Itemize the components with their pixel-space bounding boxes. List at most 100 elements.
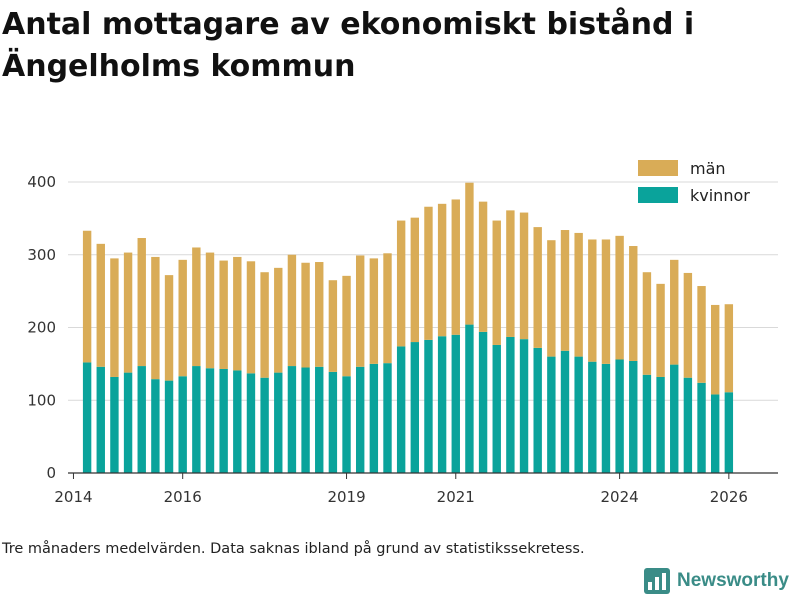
- bar-man-33: [533, 227, 542, 348]
- bar-kvinnor-9: [205, 368, 215, 473]
- legend-swatch-man: [638, 160, 678, 176]
- bar-kvinnor-30: [492, 344, 501, 473]
- bar-man-15: [287, 254, 297, 367]
- bar-kvinnor-26: [437, 336, 447, 473]
- bar-man-9: [205, 252, 215, 369]
- bar-man-17: [315, 262, 324, 367]
- bar-kvinnor-29: [478, 331, 488, 473]
- bar-kvinnor-32: [519, 339, 529, 473]
- y-tick-label-0: 0: [46, 464, 56, 482]
- bar-man-26: [437, 203, 447, 337]
- bar-kvinnor-3: [123, 372, 133, 473]
- bar-kvinnor-8: [192, 366, 201, 473]
- bar-kvinnor-25: [424, 339, 433, 473]
- bar-man-12: [246, 261, 256, 374]
- bar-man-21: [369, 258, 379, 364]
- bar-kvinnor-14: [274, 372, 283, 473]
- bar-man-5: [151, 256, 160, 380]
- bar-kvinnor-31: [506, 336, 515, 473]
- newsworthy-logo-icon: [644, 568, 670, 594]
- bar-kvinnor-4: [137, 366, 146, 473]
- bar-man-3: [123, 252, 133, 373]
- bar-kvinnor-35: [560, 350, 570, 473]
- bar-man-40: [629, 246, 638, 361]
- bar-kvinnor-42: [656, 376, 665, 473]
- bar-man-0: [82, 230, 92, 363]
- bar-man-35: [560, 230, 570, 351]
- bar-kvinnor-21: [369, 363, 379, 473]
- x-tick-label-2019: 2019: [327, 488, 365, 506]
- bar-kvinnor-6: [164, 380, 174, 473]
- bar-man-25: [424, 206, 433, 340]
- chart-title: Antal mottagare av ekonomiskt bistånd i …: [2, 7, 695, 84]
- bar-man-30: [492, 220, 501, 345]
- bar-man-47: [724, 304, 734, 393]
- legend-label-kvinnor: kvinnor: [690, 186, 750, 205]
- bar-kvinnor-36: [574, 356, 583, 473]
- bar-kvinnor-40: [629, 360, 638, 473]
- bar-kvinnor-34: [547, 356, 556, 473]
- bar-man-14: [274, 267, 283, 373]
- bar-man-1: [96, 243, 105, 367]
- bar-man-13: [260, 272, 269, 378]
- bar-kvinnor-10: [219, 368, 228, 473]
- x-tick-label-2021: 2021: [437, 488, 475, 506]
- y-tick-label-100: 100: [27, 391, 56, 409]
- bar-kvinnor-1: [96, 366, 105, 473]
- y-tick-label-300: 300: [27, 246, 56, 264]
- bar-man-32: [519, 212, 529, 340]
- bar-kvinnor-19: [342, 376, 351, 473]
- brand-name: Newsworthy: [677, 570, 789, 591]
- bar-man-16: [301, 262, 310, 368]
- bar-man-37: [588, 239, 597, 362]
- bar-man-36: [574, 232, 583, 357]
- bar-man-2: [110, 258, 119, 377]
- bar-kvinnor-20: [355, 366, 365, 473]
- bar-man-42: [656, 283, 665, 377]
- bar-kvinnor-27: [451, 334, 460, 473]
- bar-kvinnor-37: [588, 361, 597, 473]
- bar-kvinnor-23: [396, 346, 406, 473]
- bar-kvinnor-12: [246, 373, 256, 473]
- bar-kvinnor-18: [328, 371, 338, 473]
- bar-man-7: [178, 259, 187, 377]
- bar-man-24: [410, 217, 420, 343]
- bar-man-28: [465, 182, 474, 325]
- bar-man-29: [478, 201, 488, 332]
- bar-man-39: [615, 235, 624, 360]
- bar-man-18: [328, 280, 338, 372]
- bar-man-38: [601, 239, 611, 364]
- bar-man-34: [547, 240, 556, 357]
- bar-kvinnor-47: [724, 392, 734, 473]
- chart-caption: Tre månaders medelvärden. Data saknas ib…: [2, 541, 585, 557]
- bar-kvinnor-44: [683, 377, 693, 473]
- bar-kvinnor-45: [697, 382, 706, 473]
- bar-man-46: [710, 304, 720, 395]
- bar-man-45: [697, 286, 706, 383]
- bar-kvinnor-11: [233, 370, 242, 473]
- bar-man-23: [396, 220, 406, 347]
- x-tick-label-2026: 2026: [710, 488, 748, 506]
- bar-kvinnor-16: [301, 367, 310, 473]
- legend-swatch-kvinnor: [638, 187, 678, 203]
- bar-man-43: [670, 259, 679, 365]
- bar-group: [82, 182, 734, 473]
- legend: män kvinnor: [638, 159, 750, 205]
- bar-kvinnor-13: [260, 377, 269, 473]
- bar-kvinnor-38: [601, 363, 611, 473]
- bar-man-10: [219, 260, 228, 369]
- bar-kvinnor-17: [315, 366, 324, 473]
- bar-man-4: [137, 238, 146, 367]
- bar-man-41: [642, 272, 652, 375]
- bar-kvinnor-39: [615, 359, 624, 473]
- legend-label-man: män: [690, 159, 726, 178]
- bar-man-11: [233, 256, 242, 371]
- bar-man-6: [164, 275, 174, 381]
- bar-kvinnor-33: [533, 347, 542, 473]
- bar-man-31: [506, 210, 515, 337]
- bar-man-27: [451, 199, 460, 335]
- bar-man-22: [383, 253, 392, 364]
- x-tick-label-2016: 2016: [164, 488, 202, 506]
- bar-man-20: [355, 255, 365, 367]
